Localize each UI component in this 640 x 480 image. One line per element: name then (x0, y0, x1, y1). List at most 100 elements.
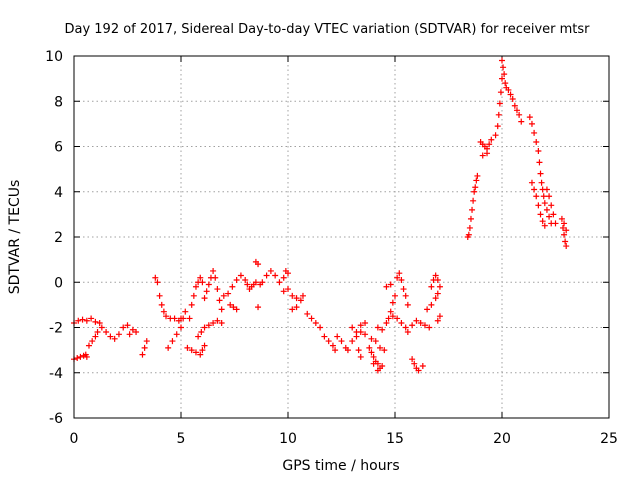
data-point (349, 338, 356, 345)
data-point (500, 64, 507, 71)
data-series (71, 57, 570, 374)
data-point (259, 279, 266, 286)
data-point (535, 202, 542, 209)
data-point (353, 329, 360, 336)
data-point (362, 319, 369, 326)
data-point (531, 129, 538, 136)
data-point (321, 333, 328, 340)
data-point (192, 283, 199, 290)
data-point (158, 301, 165, 308)
data-point (421, 322, 428, 329)
data-point (205, 281, 212, 288)
data-point (355, 347, 362, 354)
data-point (434, 276, 441, 283)
data-point (74, 355, 81, 362)
data-point (218, 306, 225, 313)
data-point (154, 279, 161, 286)
data-point (499, 57, 505, 64)
data-point (377, 344, 384, 351)
data-point (467, 215, 474, 222)
data-point (197, 274, 204, 281)
y-tick-label: -2 (49, 321, 63, 337)
data-point (488, 136, 495, 143)
data-point (293, 295, 300, 302)
data-point (366, 344, 373, 351)
data-point (163, 313, 170, 320)
data-point (546, 193, 553, 200)
data-point (543, 206, 550, 213)
x-axis-label: GPS time / hours (282, 458, 399, 474)
data-point (470, 197, 477, 204)
data-point (280, 288, 287, 295)
data-point (417, 319, 424, 326)
data-point (389, 299, 396, 306)
data-point (548, 202, 555, 209)
data-point (372, 338, 379, 345)
data-point (432, 272, 439, 279)
data-point (255, 261, 262, 268)
data-point (85, 342, 92, 349)
data-point (285, 286, 291, 293)
data-point (195, 333, 202, 340)
data-point (107, 333, 114, 340)
y-tick-label: 8 (54, 94, 63, 110)
data-point (379, 326, 386, 333)
data-point (160, 308, 167, 315)
data-point (126, 331, 133, 338)
data-point (225, 290, 232, 297)
data-point (374, 367, 381, 374)
data-point (111, 335, 118, 342)
data-point (362, 331, 369, 338)
data-point (509, 95, 516, 102)
data-point (133, 329, 140, 336)
data-point (96, 319, 103, 326)
data-point (394, 274, 401, 281)
data-point (533, 193, 540, 200)
data-point (357, 322, 364, 329)
data-point (411, 360, 418, 367)
data-point (383, 319, 390, 326)
data-point (436, 313, 443, 320)
data-point (276, 279, 283, 286)
data-point (370, 360, 377, 367)
data-point (413, 317, 420, 324)
data-point (152, 274, 159, 281)
y-tick-label: -4 (49, 366, 63, 382)
data-point (424, 306, 431, 313)
y-axis-label: SDTVAR / TECUs (7, 180, 23, 295)
data-point (156, 292, 163, 299)
data-point (272, 272, 279, 279)
data-point (383, 283, 390, 290)
data-point (402, 292, 409, 299)
data-point (227, 301, 234, 308)
data-point (387, 281, 394, 288)
data-point (533, 138, 540, 145)
data-point (511, 102, 518, 109)
data-point (492, 132, 499, 139)
data-point (344, 347, 351, 354)
data-point (528, 120, 535, 127)
y-tick-label: 10 (45, 49, 63, 65)
data-point (205, 322, 212, 329)
data-point (169, 338, 176, 345)
data-point (233, 306, 240, 313)
data-point (143, 338, 150, 345)
data-point (173, 331, 180, 338)
data-point (263, 272, 270, 279)
data-point (561, 231, 568, 238)
data-point (374, 324, 381, 331)
data-point (537, 211, 544, 218)
data-point (192, 349, 199, 356)
data-point (465, 231, 472, 238)
data-point (552, 220, 559, 227)
data-point (188, 347, 195, 354)
data-point (472, 184, 479, 191)
data-point (210, 267, 217, 274)
data-point (139, 351, 146, 358)
data-point (528, 179, 535, 186)
data-point (379, 362, 386, 369)
data-point (88, 315, 95, 322)
data-point (83, 353, 90, 360)
data-point (387, 308, 394, 315)
data-point (396, 270, 403, 277)
